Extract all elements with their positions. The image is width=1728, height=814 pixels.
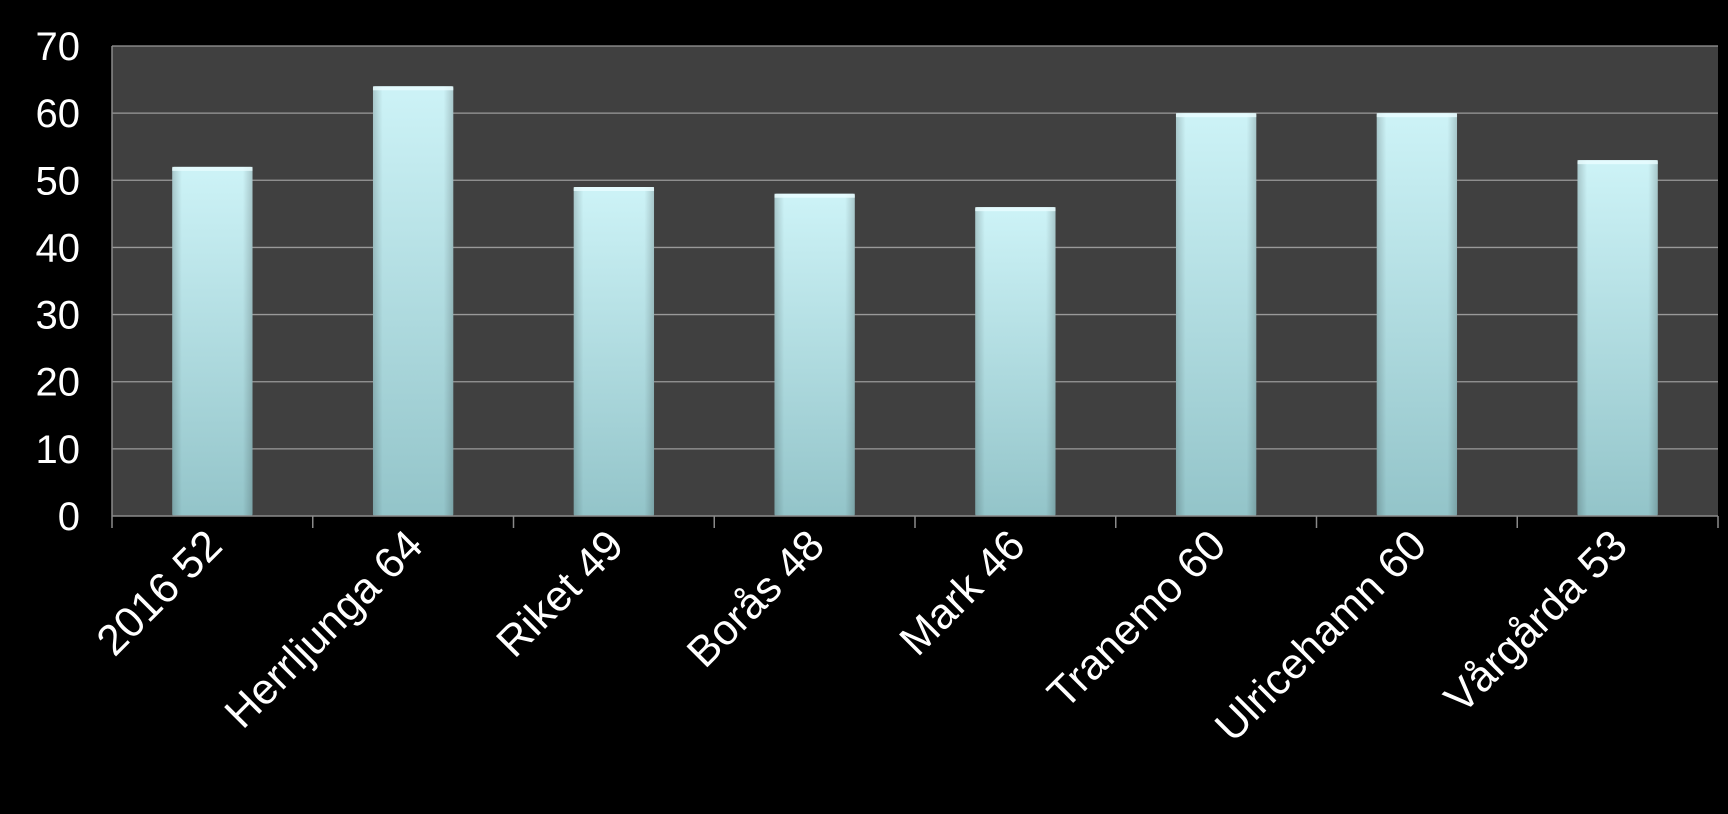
bar-top-highlight	[372, 86, 454, 91]
bar-top-highlight	[774, 193, 855, 198]
bar-shade	[975, 207, 1056, 516]
y-tick-label: 10	[36, 428, 81, 472]
bar-top-highlight	[573, 187, 655, 191]
y-tick-label: 0	[58, 495, 80, 539]
bar-top-highlight	[172, 166, 253, 171]
bar	[573, 187, 655, 516]
bar	[1577, 160, 1658, 516]
bar	[774, 193, 855, 516]
bar-shade	[573, 187, 655, 516]
y-tick-label: 20	[36, 361, 81, 405]
y-tick-labels: 0 10 20 30 40 50 60 70	[36, 25, 81, 539]
bar-shade	[1577, 160, 1658, 516]
axes	[111, 46, 1719, 528]
y-tick-label: 60	[36, 92, 81, 136]
bar-shade	[172, 166, 253, 516]
bar-top-highlight	[1577, 160, 1658, 165]
bar	[1175, 113, 1257, 517]
bar	[975, 207, 1056, 516]
bar-top-highlight	[1175, 113, 1257, 118]
y-tick-label: 50	[36, 159, 81, 203]
y-tick-label: 40	[36, 226, 81, 270]
y-tick-label: 30	[36, 294, 81, 338]
bar-top-highlight	[1376, 113, 1458, 118]
bar-shade	[372, 86, 454, 517]
bar	[172, 166, 253, 516]
plot-area	[112, 46, 1718, 516]
bars	[172, 86, 1658, 517]
bar-shade	[774, 193, 855, 516]
bar-shade	[1175, 113, 1257, 517]
y-tick-label: 70	[36, 25, 81, 69]
bar-shade	[1376, 113, 1458, 517]
bar	[372, 86, 454, 517]
bar-top-highlight	[975, 207, 1056, 212]
bar	[1376, 113, 1458, 517]
